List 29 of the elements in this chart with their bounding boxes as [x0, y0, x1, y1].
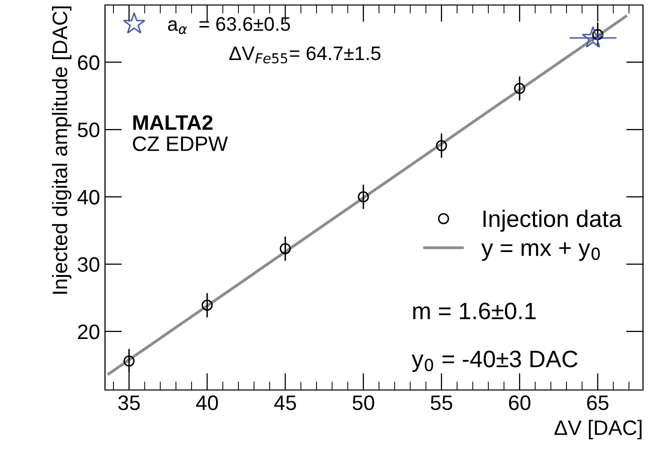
annotation: MALTA2: [133, 115, 212, 130]
point: [280, 243, 291, 254]
x-tick-label: 60: [509, 395, 530, 410]
legend-label: y = mx + y$_{0}$: [481, 242, 600, 261]
x-tick-label: 55: [430, 396, 452, 410]
annotation: y$_{0}$ = -40±3 DAC: [412, 350, 578, 372]
y-tick-label: 20: [78, 324, 100, 340]
y-axis-title: Injected digital amplitude [DAC]: [52, 6, 72, 294]
annotation: m = 1.6±0.1: [413, 302, 536, 320]
point: [582, 26, 604, 48]
y-tick-label: 50: [78, 122, 100, 138]
y-tick-label: 30: [78, 257, 100, 272]
x-tick-label: 40: [196, 395, 218, 410]
point: [124, 356, 135, 367]
legend-label: a$_{α}$ = 63.6±0.5: [168, 17, 290, 34]
x-tick-label: 50: [352, 395, 374, 410]
y-tick-label: 60: [78, 55, 100, 70]
x-tick-label: 35: [118, 395, 140, 410]
point: [358, 191, 369, 202]
x-tick-label: 65: [587, 395, 608, 410]
point: [202, 300, 213, 311]
y-tick-label: 40: [77, 190, 100, 205]
legend-label: Injection data: [483, 210, 622, 232]
annotation: CZ EDPW: [132, 136, 228, 152]
x-tick-label: 45: [274, 396, 296, 410]
point: [436, 140, 448, 152]
annotation: ΔV$_{Fe55}$= 64.7±1.5: [229, 46, 380, 64]
point: [514, 82, 526, 94]
x-axis-title: ΔV [DAC]: [554, 420, 642, 440]
